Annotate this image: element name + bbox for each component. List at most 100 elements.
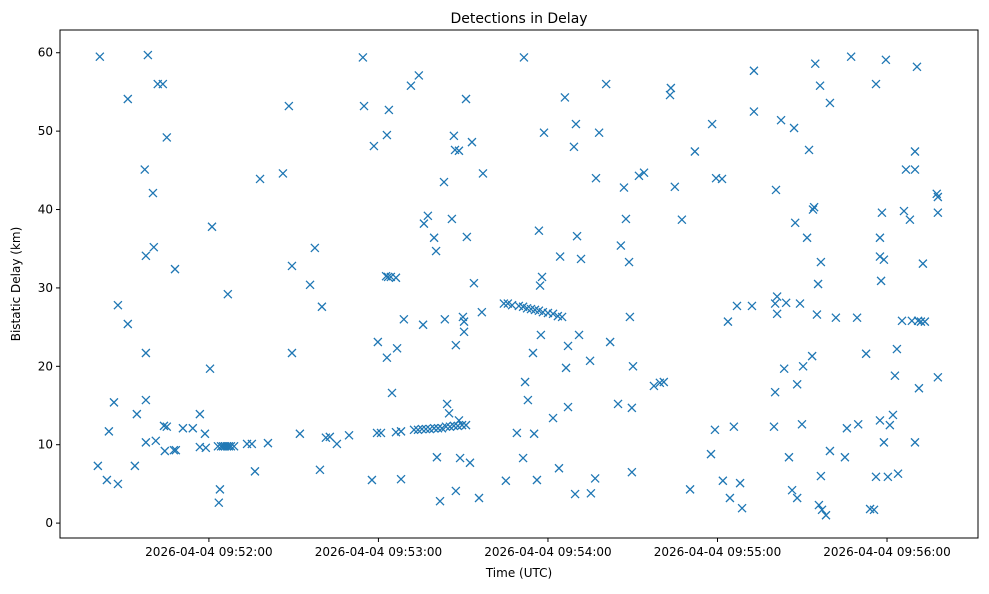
data-point (804, 145, 814, 155)
data-point (439, 177, 449, 187)
data-point (871, 79, 881, 89)
data-point (159, 421, 169, 431)
data-point (461, 94, 471, 104)
data-point (737, 503, 747, 513)
data-point (690, 147, 700, 156)
data-point (284, 101, 294, 111)
data-points (93, 50, 943, 520)
data-point (205, 364, 215, 374)
data-point (141, 437, 151, 447)
data-point (916, 317, 926, 327)
data-point (628, 361, 638, 371)
data-point (710, 425, 720, 435)
data-point (474, 493, 484, 503)
data-point (821, 510, 831, 520)
data-point (143, 50, 153, 60)
data-point (501, 476, 511, 486)
data-point (901, 165, 911, 175)
data-point (529, 429, 539, 439)
data-point (842, 423, 852, 433)
data-point (933, 372, 943, 382)
data-point (717, 174, 727, 184)
data-point (429, 233, 439, 243)
data-point (555, 252, 565, 262)
data-point (554, 463, 564, 473)
data-point (372, 428, 382, 438)
data-point (576, 254, 586, 264)
data-point (779, 364, 789, 374)
data-point (102, 475, 112, 485)
x-tick-label: 2026-04-04 09:55:00 (654, 545, 781, 559)
data-point (387, 388, 397, 398)
data-point (512, 428, 522, 438)
data-point (455, 453, 465, 463)
data-point (418, 320, 428, 330)
data-point (634, 171, 644, 181)
data-point (792, 379, 802, 389)
data-point (255, 174, 265, 184)
data-point (123, 94, 133, 104)
data-point (130, 461, 140, 471)
data-point (881, 55, 891, 65)
data-point (723, 317, 733, 327)
data-point (399, 314, 409, 324)
x-tick-label: 2026-04-04 09:56:00 (823, 545, 950, 559)
data-point (569, 142, 579, 152)
data-point (732, 301, 742, 311)
data-point (435, 496, 445, 506)
data-point (869, 505, 879, 515)
data-point (627, 403, 637, 413)
data-point (358, 52, 368, 62)
data-point (200, 429, 210, 439)
data-point (444, 408, 454, 418)
data-point (815, 81, 825, 91)
data-point (392, 343, 402, 353)
plot-area (59, 29, 979, 539)
data-point (141, 348, 151, 358)
data-point (707, 119, 717, 129)
data-point (247, 439, 257, 449)
data-point (706, 449, 716, 459)
data-point (883, 472, 893, 482)
data-point (831, 313, 841, 323)
data-point (295, 429, 305, 439)
data-point (627, 467, 637, 477)
data-point (797, 419, 807, 429)
data-point (890, 371, 900, 381)
data-point (560, 92, 570, 102)
data-point (563, 341, 573, 351)
data-point (784, 452, 794, 462)
data-point (910, 165, 920, 175)
data-point (459, 317, 469, 327)
data-point (816, 257, 826, 267)
data-point (840, 452, 850, 462)
data-point (659, 377, 669, 387)
data-point (287, 348, 297, 358)
data-point (893, 469, 903, 479)
data-point (391, 273, 401, 283)
data-point (369, 141, 379, 151)
data-point (461, 420, 471, 430)
data-point (888, 410, 898, 420)
data-point (160, 446, 170, 456)
data-point (263, 438, 273, 448)
data-point (798, 361, 808, 371)
data-point (920, 317, 930, 327)
data-point (792, 493, 802, 503)
data-point (910, 437, 920, 447)
data-point (666, 83, 676, 93)
data-point (808, 205, 818, 214)
data-point (532, 475, 542, 485)
data-point (861, 349, 871, 359)
data-point (207, 222, 217, 232)
data-point (718, 476, 728, 486)
data-point (846, 52, 856, 62)
data-point (528, 348, 538, 358)
data-point (585, 356, 595, 366)
data-point (539, 128, 549, 138)
data-point (229, 441, 239, 451)
data-point (772, 292, 782, 302)
data-point (384, 105, 394, 115)
data-point (772, 309, 782, 319)
